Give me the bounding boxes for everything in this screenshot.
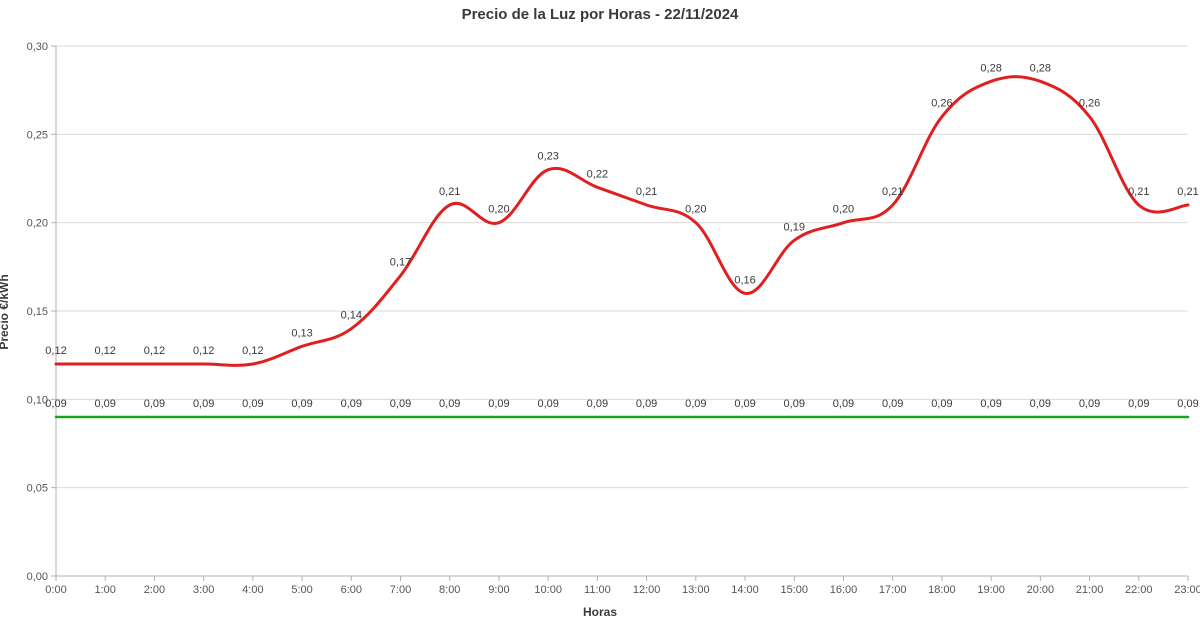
- svg-text:16:00: 16:00: [830, 584, 858, 596]
- svg-text:0,28: 0,28: [980, 62, 1001, 74]
- svg-text:0,12: 0,12: [193, 345, 214, 357]
- svg-text:14:00: 14:00: [731, 584, 759, 596]
- svg-text:17:00: 17:00: [879, 584, 907, 596]
- svg-text:0,09: 0,09: [833, 398, 854, 410]
- svg-text:0,09: 0,09: [685, 398, 706, 410]
- svg-text:0,28: 0,28: [1030, 62, 1051, 74]
- svg-text:0,26: 0,26: [1079, 98, 1100, 110]
- svg-text:0,22: 0,22: [587, 168, 608, 180]
- svg-text:0,09: 0,09: [734, 398, 755, 410]
- svg-text:5:00: 5:00: [291, 584, 312, 596]
- chart-container: Precio de la Luz por Horas - 22/11/2024 …: [0, 0, 1200, 623]
- svg-text:0,00: 0,00: [27, 571, 48, 583]
- chart-svg: 0,000,050,100,150,200,250,300:001:002:00…: [0, 0, 1200, 623]
- svg-text:0,21: 0,21: [882, 186, 903, 198]
- svg-text:0,23: 0,23: [537, 151, 558, 163]
- svg-text:0,21: 0,21: [1177, 186, 1198, 198]
- svg-text:0,09: 0,09: [341, 398, 362, 410]
- svg-text:0,20: 0,20: [833, 204, 854, 216]
- svg-text:6:00: 6:00: [341, 584, 362, 596]
- svg-text:8:00: 8:00: [439, 584, 460, 596]
- svg-text:0,09: 0,09: [882, 398, 903, 410]
- svg-text:0,16: 0,16: [734, 274, 755, 286]
- svg-text:10:00: 10:00: [534, 584, 562, 596]
- svg-text:0,09: 0,09: [980, 398, 1001, 410]
- svg-text:0,21: 0,21: [1128, 186, 1149, 198]
- svg-text:7:00: 7:00: [390, 584, 411, 596]
- svg-text:0,09: 0,09: [242, 398, 263, 410]
- svg-text:11:00: 11:00: [584, 584, 611, 596]
- svg-text:0,25: 0,25: [27, 129, 48, 141]
- svg-text:0,19: 0,19: [784, 221, 805, 233]
- svg-text:0,09: 0,09: [1079, 398, 1100, 410]
- svg-text:0,09: 0,09: [1030, 398, 1051, 410]
- svg-text:0,09: 0,09: [144, 398, 165, 410]
- svg-text:0,21: 0,21: [439, 186, 460, 198]
- svg-text:9:00: 9:00: [488, 584, 509, 596]
- svg-text:0,09: 0,09: [587, 398, 608, 410]
- svg-text:3:00: 3:00: [193, 584, 214, 596]
- svg-text:0,05: 0,05: [27, 483, 48, 495]
- svg-text:0,09: 0,09: [390, 398, 411, 410]
- svg-text:0,09: 0,09: [1128, 398, 1149, 410]
- svg-text:22:00: 22:00: [1125, 584, 1153, 596]
- svg-text:15:00: 15:00: [780, 584, 808, 596]
- svg-text:0,09: 0,09: [1177, 398, 1198, 410]
- svg-text:0,09: 0,09: [439, 398, 460, 410]
- svg-text:0,17: 0,17: [390, 257, 411, 269]
- svg-text:0,09: 0,09: [488, 398, 509, 410]
- svg-text:21:00: 21:00: [1076, 584, 1104, 596]
- svg-text:23:00: 23:00: [1174, 584, 1200, 596]
- svg-text:0,12: 0,12: [95, 345, 116, 357]
- svg-text:18:00: 18:00: [928, 584, 956, 596]
- svg-text:13:00: 13:00: [682, 584, 710, 596]
- svg-text:0,26: 0,26: [931, 98, 952, 110]
- svg-text:0,12: 0,12: [45, 345, 66, 357]
- svg-text:12:00: 12:00: [633, 584, 661, 596]
- svg-text:0,09: 0,09: [95, 398, 116, 410]
- svg-text:0,20: 0,20: [685, 204, 706, 216]
- svg-text:0,09: 0,09: [537, 398, 558, 410]
- svg-text:0,13: 0,13: [291, 327, 312, 339]
- svg-text:0,12: 0,12: [242, 345, 263, 357]
- svg-text:0,09: 0,09: [291, 398, 312, 410]
- svg-text:0,15: 0,15: [27, 306, 48, 318]
- svg-text:0,30: 0,30: [27, 41, 48, 53]
- svg-text:0,09: 0,09: [636, 398, 657, 410]
- svg-text:0,09: 0,09: [193, 398, 214, 410]
- svg-text:4:00: 4:00: [242, 584, 263, 596]
- svg-text:0,09: 0,09: [45, 398, 66, 410]
- svg-text:0,21: 0,21: [636, 186, 657, 198]
- svg-text:20:00: 20:00: [1027, 584, 1055, 596]
- svg-text:0,20: 0,20: [27, 218, 48, 230]
- svg-text:0:00: 0:00: [45, 584, 66, 596]
- svg-text:0,20: 0,20: [488, 204, 509, 216]
- svg-text:2:00: 2:00: [144, 584, 165, 596]
- svg-text:1:00: 1:00: [95, 584, 116, 596]
- svg-text:19:00: 19:00: [977, 584, 1005, 596]
- svg-text:0,09: 0,09: [931, 398, 952, 410]
- svg-text:0,12: 0,12: [144, 345, 165, 357]
- svg-text:0,14: 0,14: [341, 310, 362, 322]
- svg-text:0,09: 0,09: [784, 398, 805, 410]
